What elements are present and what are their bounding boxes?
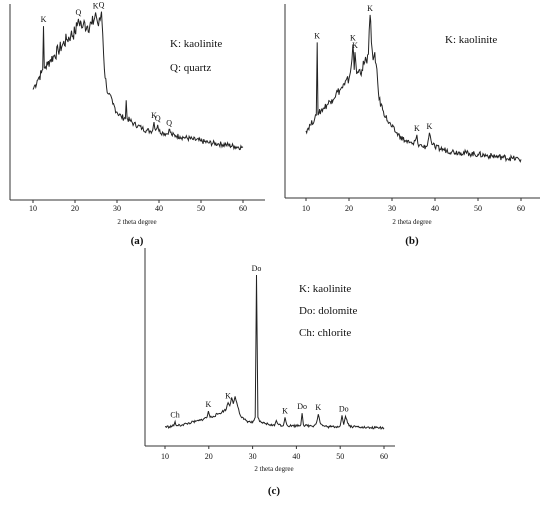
x-tick-label: 60 bbox=[239, 204, 247, 213]
peak-label: Q bbox=[155, 114, 161, 123]
chart-panel-c: 10 20 30 40 50 60 Ch K K Do K Do K Do 2 theta degree… bbox=[144, 248, 395, 497]
x-tick-label: 30 bbox=[113, 204, 121, 213]
peak-label: Do bbox=[339, 404, 349, 413]
legend-entry-chlorite: Ch: chlorite bbox=[299, 327, 351, 339]
x-tick-label: 60 bbox=[380, 452, 388, 461]
peak-label: Q bbox=[99, 1, 105, 10]
x-tick-label-group: 10 20 30 40 50 60 bbox=[161, 452, 388, 461]
peak-label: Do bbox=[252, 264, 262, 273]
x-tick-label: 30 bbox=[388, 204, 396, 213]
x-tick-label: 10 bbox=[302, 204, 310, 213]
peak-label: K bbox=[350, 33, 356, 42]
peak-label: Do bbox=[297, 402, 307, 411]
x-tick-label: 10 bbox=[29, 204, 37, 213]
x-axis-label: 2 theta degree bbox=[254, 465, 293, 473]
x-axis-label: 2 theta degree bbox=[117, 218, 156, 226]
peak-label: K bbox=[414, 124, 420, 133]
x-axis-label: 2 theta degree bbox=[392, 218, 431, 226]
legend-entry-kaolinite: K: kaolinite bbox=[170, 38, 222, 50]
panel-label: (a) bbox=[131, 235, 144, 247]
diffraction-trace bbox=[32, 11, 244, 151]
legend-entry-kaolinite: K: kaolinite bbox=[445, 34, 497, 46]
peak-label: K bbox=[93, 2, 99, 11]
x-tick-label: 10 bbox=[161, 452, 169, 461]
x-tick-label-group: 10 20 30 40 50 60 bbox=[302, 204, 525, 213]
x-tick-label: 50 bbox=[197, 204, 205, 213]
peak-label: K bbox=[41, 15, 47, 24]
peak-label: K bbox=[151, 111, 157, 120]
legend-entry-quartz: Q: quartz bbox=[170, 62, 211, 74]
x-tick-label: 60 bbox=[517, 204, 525, 213]
peak-label: K bbox=[315, 403, 321, 412]
x-tick-label: 40 bbox=[155, 204, 163, 213]
peak-label: Q bbox=[75, 8, 81, 17]
x-tick-label: 20 bbox=[345, 204, 353, 213]
x-tick-label: 50 bbox=[474, 204, 482, 213]
x-tick-group bbox=[305, 198, 522, 201]
x-tick-label: 50 bbox=[336, 452, 344, 461]
x-tick-label: 20 bbox=[71, 204, 79, 213]
x-tick-group bbox=[164, 446, 385, 449]
x-tick-label: 40 bbox=[431, 204, 439, 213]
peak-label: K bbox=[352, 41, 358, 50]
diffraction-trace bbox=[305, 14, 522, 163]
panel-label: (b) bbox=[405, 235, 419, 247]
x-tick-label: 20 bbox=[205, 452, 213, 461]
legend-entry-kaolinite: K: kaolinite bbox=[299, 283, 351, 295]
diffraction-trace bbox=[164, 274, 385, 430]
peak-label: K bbox=[282, 406, 288, 415]
peak-label: K bbox=[205, 400, 211, 409]
peak-label: K bbox=[427, 122, 433, 131]
peak-label: Ch bbox=[170, 411, 179, 420]
x-tick-label: 40 bbox=[292, 452, 300, 461]
peak-label: K bbox=[225, 392, 231, 401]
peak-label: K bbox=[314, 31, 320, 40]
x-tick-label: 30 bbox=[249, 452, 257, 461]
panel-label: (c) bbox=[268, 485, 281, 497]
x-tick-group bbox=[32, 200, 244, 203]
peak-label: K bbox=[367, 4, 373, 13]
x-tick-label-group: 10 20 30 40 50 60 bbox=[29, 204, 247, 213]
peak-annotation-group: Ch K K Do K Do K Do bbox=[170, 264, 348, 420]
legend-entry-dolomite: Do: dolomite bbox=[299, 305, 357, 317]
peak-label: Q bbox=[166, 118, 172, 127]
